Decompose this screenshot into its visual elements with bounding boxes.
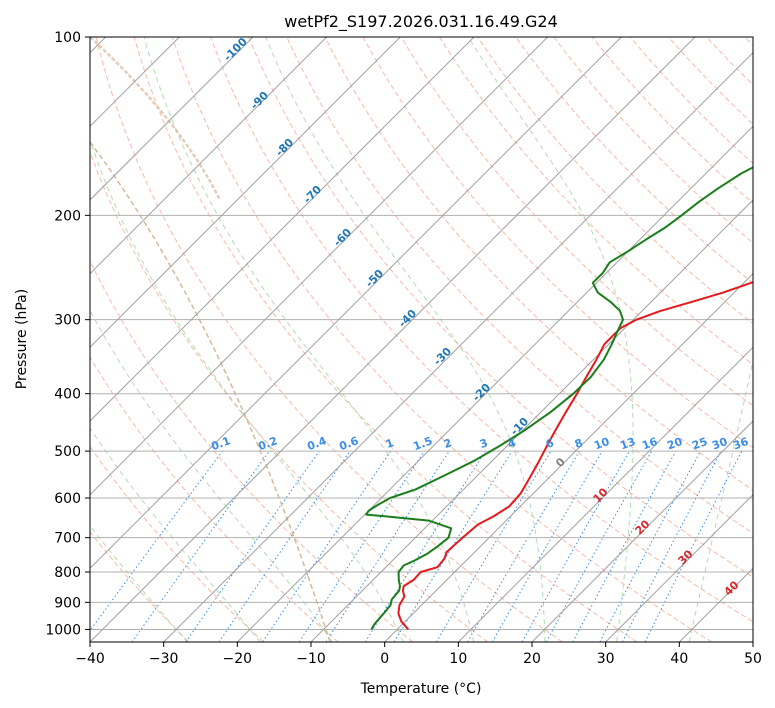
mixing-ratio-label: 36 — [731, 435, 750, 453]
isotherm-gridline — [531, 420, 753, 642]
mixing-ratio-label: 10 — [592, 435, 611, 453]
y-tick-label: 100 — [54, 30, 81, 46]
mixing-ratio-label: 4 — [506, 436, 518, 451]
moist-adiabat-line — [90, 138, 404, 642]
y-tick-label: 1000 — [45, 622, 81, 638]
mixing-ratio-line — [644, 450, 743, 642]
isotherm-gridline — [90, 37, 549, 496]
y-axis: 100 200 300 400 500 600 700 800 900 1000 — [45, 30, 90, 638]
y-tick-label: 300 — [54, 313, 81, 329]
isotherm-gridline — [90, 37, 254, 201]
isotherm-gridline — [90, 37, 475, 422]
chart-title: wetPf2_S197.2026.031.16.49.G24 — [284, 12, 558, 32]
dry-adiabat-line — [133, 37, 638, 642]
dry-adiabat-line — [248, 37, 753, 578]
isotherm-gridline — [384, 272, 753, 642]
y-tick-label: 200 — [54, 208, 81, 224]
mixing-ratio-label: 1 — [384, 436, 396, 451]
moist-adiabat-line — [90, 427, 261, 642]
dry-adiabat-line — [95, 37, 563, 642]
x-axis-title: Temperature (°C) — [360, 681, 482, 697]
mixing-ratio-line — [521, 450, 630, 642]
mixing-ratio-line — [90, 450, 223, 632]
dry-adiabat-line — [210, 37, 753, 623]
dry-adiabat-line — [90, 356, 339, 642]
isotherm-gridline — [457, 346, 753, 642]
x-tick-label: −30 — [149, 651, 179, 667]
y-tick-label: 400 — [54, 387, 81, 403]
x-tick-label: 40 — [670, 651, 688, 667]
mixing-ratio-label: 0.6 — [337, 434, 360, 453]
mixing-ratio-line — [262, 450, 392, 642]
mixing-ratio-line — [218, 450, 351, 642]
dry-adiabat-line — [400, 37, 753, 407]
isotherm-gridline — [605, 493, 753, 642]
dry-adiabat-line — [90, 445, 264, 642]
x-tick-label: 20 — [523, 651, 541, 667]
moist-adiabat-line — [90, 524, 188, 642]
y-tick-label: 600 — [54, 491, 81, 507]
isotherm-gridline — [90, 37, 328, 275]
y-tick-label: 800 — [54, 565, 81, 581]
dry-adiabat-line — [324, 37, 753, 491]
x-tick-label: 50 — [744, 651, 762, 667]
dry-adiabat-line — [171, 37, 712, 642]
moist-adiabat-line — [265, 37, 546, 642]
mixing-ratio-line — [298, 450, 425, 642]
y-axis-title: Pressure (hPa) — [14, 289, 30, 389]
mixing-ratio-label: 13 — [618, 435, 637, 452]
mixing-ratio-label: 2 — [442, 436, 454, 451]
mixing-ratio-line — [572, 450, 677, 642]
reference-curve — [90, 141, 331, 642]
moist-adiabat-line — [143, 37, 475, 642]
mixing-ratio-line — [325, 450, 450, 642]
mixing-ratio-label: 16 — [640, 435, 659, 453]
reference-curve — [90, 37, 222, 201]
mixing-ratio-label: 8 — [573, 436, 585, 451]
dry-adiabat-line — [90, 150, 488, 642]
mixing-ratio-label: 6 — [544, 436, 556, 451]
x-axis: −40 −30 −20 −10 0 10 20 30 40 50 — [75, 642, 762, 667]
x-tick-label: −40 — [75, 651, 105, 667]
dry-adiabat-line — [90, 531, 190, 642]
dry-adiabat-line — [438, 37, 753, 366]
mixing-ratio-label: 3 — [478, 436, 490, 451]
isotherm-gridline — [90, 37, 696, 642]
mixing-ratio-label: 1.5 — [411, 434, 434, 453]
temperature-line — [397, 281, 753, 631]
y-tick-label: 700 — [54, 531, 81, 547]
profile-series — [365, 166, 753, 631]
mixing-ratio-label: 30 — [710, 435, 729, 453]
isotherm-gridline — [90, 37, 622, 570]
dewpoint-line — [365, 166, 753, 630]
isotherm-gridline — [163, 51, 753, 642]
plot-frame — [89, 36, 754, 643]
x-tick-label: 0 — [380, 651, 389, 667]
background-lines — [90, 37, 753, 642]
x-tick-label: −10 — [296, 651, 326, 667]
mixing-ratio-label: 20 — [665, 435, 684, 453]
isotherm-gridline — [90, 37, 401, 349]
x-tick-label: 30 — [597, 651, 615, 667]
y-tick-label: 500 — [54, 444, 81, 460]
mixing-ratio-line — [131, 450, 270, 642]
mixing-ratio-line — [545, 450, 653, 642]
x-tick-label: 10 — [449, 651, 467, 667]
mixing-ratio-label: 25 — [690, 435, 709, 452]
y-tick-label: 900 — [54, 595, 81, 611]
mixing-ratio-line — [393, 450, 513, 642]
mixing-ratio-line — [185, 450, 320, 642]
mixing-ratio-label: 0.4 — [305, 434, 328, 453]
x-tick-label: −20 — [223, 651, 253, 667]
dry-adiabat-line — [515, 37, 753, 284]
mixing-ratio-label: 0.1 — [209, 434, 232, 453]
mixing-ratio-label: 0.2 — [256, 434, 279, 453]
isotherm-gridline — [236, 125, 753, 642]
